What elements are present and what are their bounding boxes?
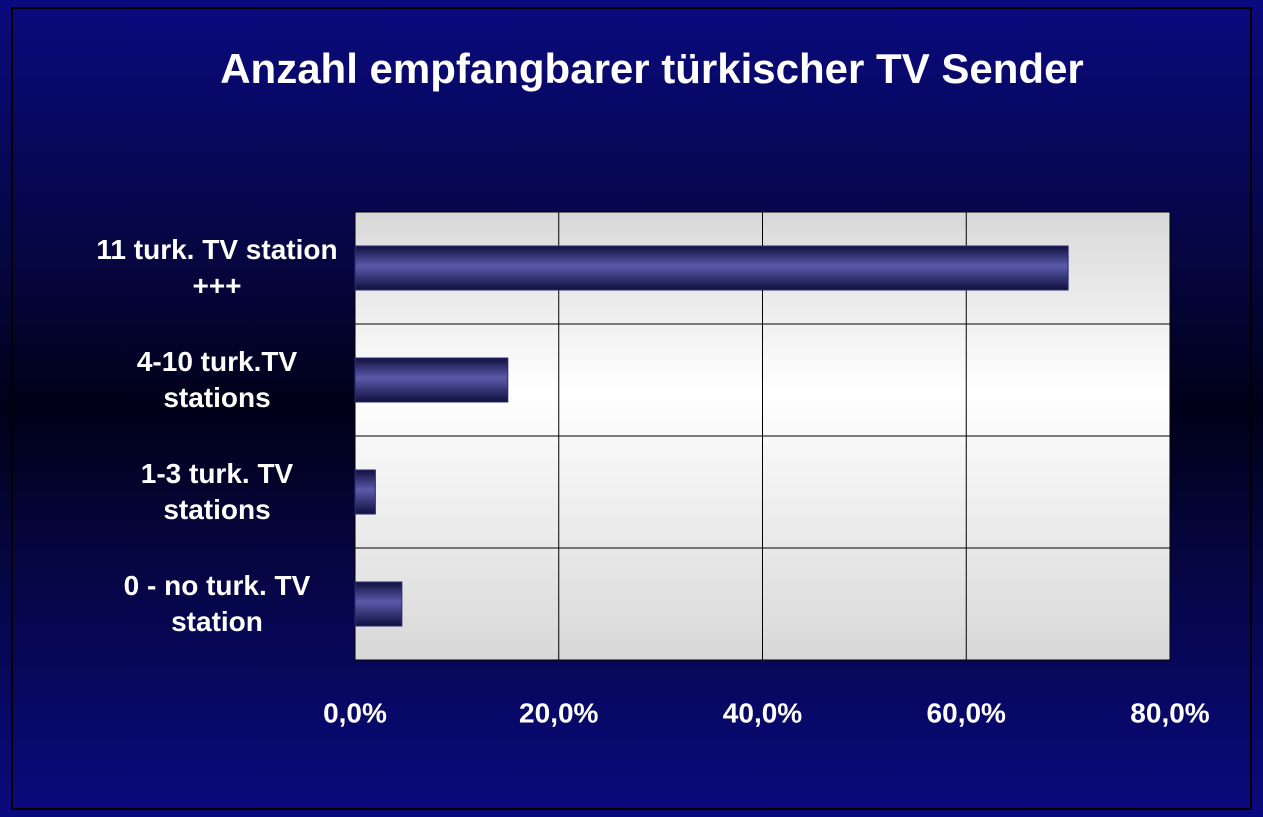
y-tick-label: 0 - no turk. TV station [123, 570, 311, 637]
bar [354, 357, 509, 403]
x-tick-label: 80,0% [1130, 697, 1209, 728]
bar [354, 245, 1069, 291]
frame [11, 7, 1252, 810]
bar [354, 469, 376, 515]
y-tick-label: 11 turk. TV station +++ [96, 234, 338, 301]
bar [354, 581, 403, 627]
y-tick-label: 4-10 turk.TV stations [136, 346, 298, 413]
x-tick-label: 60,0% [927, 697, 1006, 728]
x-tick-label: 20,0% [519, 697, 598, 728]
x-tick-label: 0,0% [323, 697, 387, 728]
chart-title: Anzahl empfangbarer türkischer TV Sender [220, 45, 1084, 92]
x-tick-label: 40,0% [723, 697, 802, 728]
y-tick-label: 1-3 turk. TV stations [140, 458, 294, 525]
